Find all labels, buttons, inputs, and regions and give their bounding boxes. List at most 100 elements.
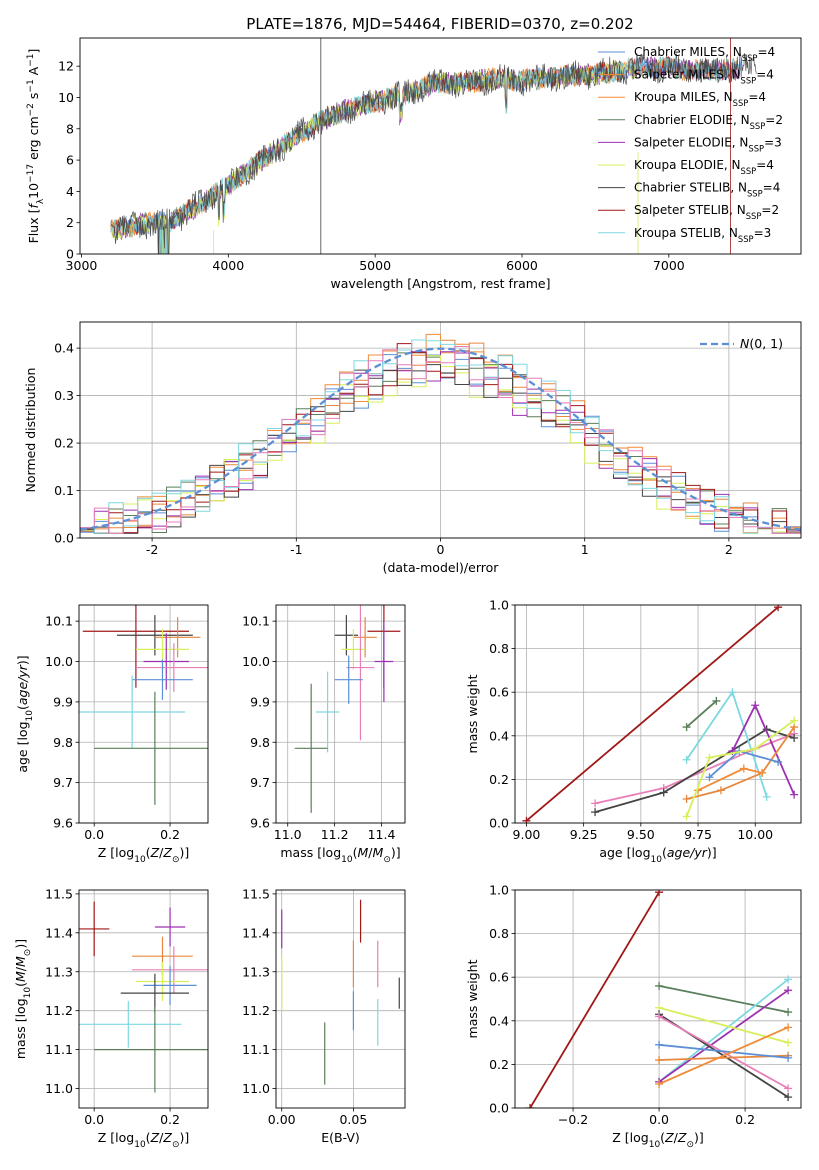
x-tick-label: -2 [146, 542, 158, 557]
weight-line [594, 728, 795, 813]
residuals-panel: -2 -1 0 1 2 0.0 0.1 0.2 0.3 0.4 (data-model)/error… [23, 321, 802, 575]
x-tick-label: 4000 [212, 258, 244, 273]
weight-series [655, 1040, 793, 1062]
weight-marker [655, 981, 664, 990]
weight-marker [705, 753, 714, 762]
y-tick-label: 0.0 [54, 531, 74, 546]
ticks: 0.0 0.2 9.6 9.7 9.8 9.9 10.0 10.1 [45, 614, 180, 842]
ticks: 0.00 0.05 11.0 11.1 11.2 11.3 11.4 11.5 [242, 886, 367, 1127]
weight-marker [728, 688, 737, 697]
gaussian-curve [80, 347, 801, 531]
x-tick-label: 9.00 [513, 827, 541, 842]
weight-marker [784, 1084, 793, 1093]
age-vs-mass-panel: 11.0 11.2 11.4 9.6 9.7 9.8 9.9 10.0 10.1 mass [lo… [242, 604, 406, 865]
weight-marker [784, 975, 793, 984]
errorbar-point [132, 659, 193, 700]
legend-label: Kroupa MILES, NSSP=4 [634, 90, 766, 108]
weight-marker [591, 799, 600, 808]
errorbar-point [82, 605, 190, 688]
errorbar-point [135, 643, 208, 692]
weight-marker [758, 768, 767, 777]
ticks: 0.0 0.2 11.0 11.1 11.2 11.3 11.4 11.5 [45, 886, 180, 1127]
y-tick-label: 0 [66, 247, 74, 262]
x-tick-label: 10.00 [737, 827, 773, 842]
weight-line [658, 978, 789, 1083]
x-tick-label: 3000 [66, 258, 98, 273]
weight-marker [784, 1053, 793, 1062]
y-axis-label: age [log10(age/yr)] [15, 655, 35, 772]
errorbar-point [346, 605, 375, 741]
weight-series [655, 986, 793, 1086]
errorbar-point [334, 615, 359, 656]
legend-label: N(0, 1) [740, 336, 783, 351]
y-tick-label: 11.1 [242, 1042, 270, 1057]
weight-series [655, 1051, 793, 1065]
plot-area [294, 605, 401, 813]
errorbar-point [143, 965, 197, 1005]
age-vs-metallicity-panel: 0.0 0.2 9.6 9.7 9.8 9.9 10.0 10.1 Z [log10(Z/Z⊙)… [15, 604, 209, 865]
x-tick-label: 1 [581, 542, 589, 557]
errorbar-point [135, 962, 190, 1001]
weight-series [694, 764, 767, 795]
y-tick-label: 1.0 [489, 883, 509, 898]
x-tick-label: 0.2 [160, 827, 180, 842]
x-axis-label: (data-model)/error [383, 560, 500, 575]
y-axis-label: mass weight [465, 674, 480, 753]
x-axis-label: Z [log10(Z/Z⊙)] [98, 845, 190, 865]
weight-marker [784, 1093, 793, 1102]
ticks: 9.00 9.25 9.50 9.75 10.00 0.0 0.2 0.4 0.6 0.8 1.0 [489, 598, 773, 843]
errorbar-point [315, 671, 340, 753]
y-tick-label: 12 [58, 59, 74, 74]
weight-marker [774, 757, 783, 766]
errorbar-point [353, 617, 377, 658]
errorbar-point [334, 655, 363, 704]
y-tick-label: 1.0 [489, 598, 509, 613]
x-axis-label: mass [log10(M/M⊙)] [280, 845, 400, 865]
errorbar-point [79, 901, 110, 957]
errorbar-point [120, 973, 190, 1013]
weight-marker [526, 1104, 535, 1108]
y-tick-label: 0.4 [54, 341, 74, 356]
grid [79, 890, 208, 1108]
y-tick-label: 0.8 [489, 641, 509, 656]
weight-series [705, 747, 783, 782]
y-tick-label: 9.8 [250, 735, 270, 750]
spectrum-line [110, 60, 637, 254]
y-tick-label: 0.4 [489, 1013, 509, 1028]
axes-frame [78, 604, 209, 824]
legend-label: Kroupa ELODIE, NSSP=4 [634, 158, 774, 176]
x-tick-label: 0.0 [84, 1112, 104, 1127]
weight-vs-metallicity-panel: −0.2 0.0 0.2 0.0 0.2 0.4 0.6 0.8 1.0 Z [log10(Z/Z… [465, 883, 802, 1150]
ticks: −0.2 0.0 0.2 0.0 0.2 0.4 0.6 0.8 1.0 [489, 883, 755, 1128]
y-tick-label: 9.6 [250, 816, 270, 831]
weight-marker [712, 696, 721, 705]
plot-area [526, 890, 793, 1108]
y-tick-label: 11.2 [45, 1003, 73, 1018]
weight-marker [682, 755, 691, 764]
y-tick-label: 11.4 [242, 925, 270, 940]
weight-marker [716, 786, 725, 795]
y-tick-label: 0.1 [54, 483, 74, 498]
y-tick-label: 9.7 [53, 775, 73, 790]
y-tick-label: 8 [66, 121, 74, 136]
grid [515, 889, 801, 1109]
weight-marker [774, 605, 783, 612]
plot-area [522, 605, 799, 823]
legend-label: Salpeter MILES, NSSP=4 [634, 68, 774, 86]
weight-line [658, 989, 789, 1083]
y-tick-label: 0.4 [489, 728, 509, 743]
errorbar-point [132, 946, 208, 994]
weight-marker [655, 1056, 664, 1065]
weight-line [529, 891, 660, 1108]
y-tick-label: 0.0 [489, 816, 509, 831]
axes-frame [79, 321, 802, 539]
weight-series [591, 729, 799, 808]
weight-line [594, 732, 795, 805]
y-axis-label: mass [log10(M/M⊙)] [13, 939, 33, 1059]
y-tick-label: 9.6 [53, 816, 73, 831]
plot-area [79, 901, 208, 1093]
weight-marker [751, 701, 760, 710]
weight-marker [655, 1040, 664, 1049]
weight-marker [784, 986, 793, 995]
legend: Chabrier MILES, NSSP=4 Salpeter MILES, NS… [598, 45, 783, 244]
